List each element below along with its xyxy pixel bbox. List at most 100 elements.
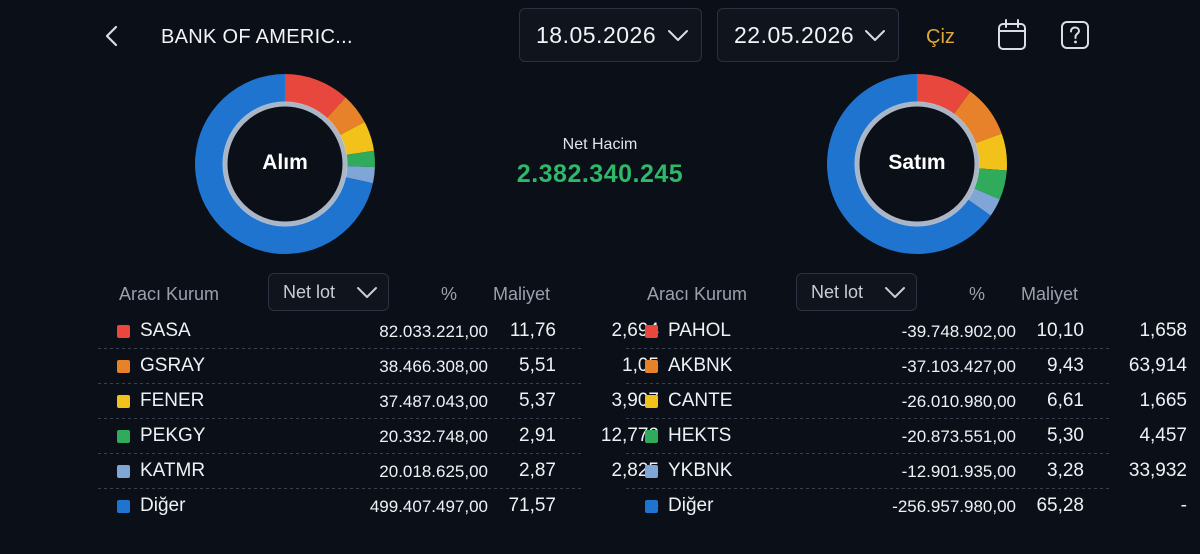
table-row[interactable]: PEKGY 20.332.748,00 2,91 12,772 — [0, 419, 1200, 454]
end-date-picker[interactable]: 22.05.2026 — [717, 8, 899, 62]
net-lot-value: 499.407.497,00 — [369, 497, 488, 516]
sell-broker-header: Aracı Kurum — [647, 284, 748, 304]
buy-sort-value: Net lot — [283, 281, 336, 302]
percent-value: 9,43 — [1047, 355, 1084, 376]
start-date-value: 18.05.2026 — [536, 21, 657, 48]
sell-slice-cante — [975, 133, 1007, 171]
sell-label: Satım — [888, 151, 946, 174]
end-date-value: 22.05.2026 — [734, 21, 855, 48]
cost-value: - — [1180, 495, 1187, 516]
net-volume-value: 2.382.340.245 — [516, 160, 684, 188]
color-swatch — [117, 430, 130, 443]
color-swatch — [117, 395, 130, 408]
broker-name: PEKGY — [140, 425, 206, 446]
color-swatch — [645, 360, 658, 373]
buy-donut-svg — [195, 74, 375, 255]
buy-slice-katmr — [345, 166, 375, 184]
broker-name: KATMR — [140, 460, 206, 481]
row-divider — [626, 453, 1112, 454]
sell-sort-select[interactable]: Net lot — [796, 273, 917, 311]
sell-slice-hekts — [973, 168, 1007, 200]
cost-value: 12,772 — [600, 425, 659, 446]
row-divider — [98, 488, 584, 489]
table-row[interactable]: Diğer -256.957.980,00 65,28 - — [0, 489, 1200, 524]
net-lot-value: 82.033.221,00 — [379, 322, 488, 341]
net-lot-value: -20.873.551,00 — [901, 427, 1016, 446]
broker-name: AKBNK — [668, 355, 733, 376]
buy-donut-chart: Alım — [194, 73, 376, 260]
help-button[interactable] — [1060, 20, 1090, 55]
broker-name: Diğer — [140, 495, 186, 516]
color-swatch — [645, 500, 658, 513]
broker-name: YKBNK — [668, 460, 733, 481]
color-swatch — [645, 395, 658, 408]
broker-name: GSRAY — [140, 355, 206, 376]
net-lot-value: 38.466.308,00 — [379, 357, 488, 376]
percent-value: 5,51 — [519, 355, 556, 376]
row-divider — [98, 418, 584, 419]
cost-value: 1,658 — [1139, 320, 1187, 341]
buy-donut-hole — [228, 107, 342, 221]
net-volume-label: Net Hacim — [562, 136, 638, 153]
draw-button[interactable]: Çiz — [926, 26, 955, 48]
net-lot-value: -39.748.902,00 — [901, 322, 1016, 341]
net-lot-value: 37.487.043,00 — [379, 392, 488, 411]
back-button[interactable] — [98, 22, 126, 50]
color-swatch — [117, 360, 130, 373]
percent-value: 5,37 — [519, 390, 556, 411]
cost-value: 33,932 — [1128, 460, 1187, 481]
sell-sort-value: Net lot — [811, 281, 864, 302]
sell-slice-pahol — [917, 74, 971, 115]
percent-value: 3,28 — [1047, 460, 1084, 481]
buy-inner-ring — [222, 101, 348, 227]
percent-value: 11,76 — [509, 320, 556, 341]
sell-donut-hole — [860, 107, 974, 221]
buy-slice-gsray — [326, 97, 365, 136]
buy-slice-diğer — [195, 74, 373, 255]
chevron-down-icon — [885, 287, 905, 298]
percent-value: 10,10 — [1036, 320, 1084, 341]
start-date-picker[interactable]: 18.05.2026 — [519, 8, 702, 62]
cost-value: 1,665 — [1139, 390, 1187, 411]
broker-name: HEKTS — [668, 425, 732, 446]
cost-value: 63,914 — [1128, 355, 1187, 376]
buy-slice-sasa — [285, 74, 346, 119]
buy-broker-header: Aracı Kurum — [119, 284, 220, 304]
sell-slice-ykbnk — [967, 188, 1000, 216]
table-row[interactable]: HEKTS -20.873.551,00 5,30 4,457 — [0, 419, 1200, 454]
broker-name: CANTE — [668, 390, 733, 411]
net-lot-value: -26.010.980,00 — [901, 392, 1016, 411]
color-swatch — [117, 325, 130, 338]
buy-cost-header: Maliyet — [493, 284, 551, 304]
chevron-down-icon — [668, 30, 688, 41]
back-icon — [105, 25, 118, 47]
table-row[interactable]: CANTE -26.010.980,00 6,61 1,665 — [0, 384, 1200, 419]
buy-sort-select[interactable]: Net lot — [268, 273, 389, 311]
broker-name: Diğer — [668, 495, 714, 516]
calendar-button[interactable] — [996, 18, 1028, 57]
calendar-icon — [998, 19, 1026, 50]
chevron-down-icon — [357, 287, 377, 298]
broker-name: SASA — [140, 320, 191, 341]
net-lot-value: -37.103.427,00 — [901, 357, 1016, 376]
cost-value: 4,457 — [1139, 425, 1187, 446]
table-row[interactable]: Diğer 499.407.497,00 71,57 - — [0, 489, 1200, 524]
table-row[interactable]: PAHOL -39.748.902,00 10,10 1,658 — [0, 314, 1200, 349]
color-swatch — [117, 500, 130, 513]
buy-slice-fener — [339, 121, 375, 155]
help-icon — [1061, 21, 1089, 49]
percent-value: 6,61 — [1047, 390, 1084, 411]
row-divider — [98, 383, 584, 384]
percent-value: 2,91 — [519, 425, 556, 446]
percent-value: 2,87 — [519, 460, 556, 481]
sell-slice-akbnk — [953, 91, 1002, 144]
row-divider — [626, 488, 1112, 489]
net-lot-value: -256.957.980,00 — [892, 497, 1016, 516]
table-row[interactable]: AKBNK -37.103.427,00 9,43 63,914 — [0, 349, 1200, 384]
table-row[interactable]: KATMR 20.018.625,00 2,87 2,825 — [0, 454, 1200, 489]
sell-inner-ring — [854, 101, 980, 227]
buy-pct-header: % — [441, 284, 458, 304]
sell-donut-chart: Satım — [826, 73, 1008, 260]
table-row[interactable]: YKBNK -12.901.935,00 3,28 33,932 — [0, 454, 1200, 489]
color-swatch — [645, 325, 658, 338]
